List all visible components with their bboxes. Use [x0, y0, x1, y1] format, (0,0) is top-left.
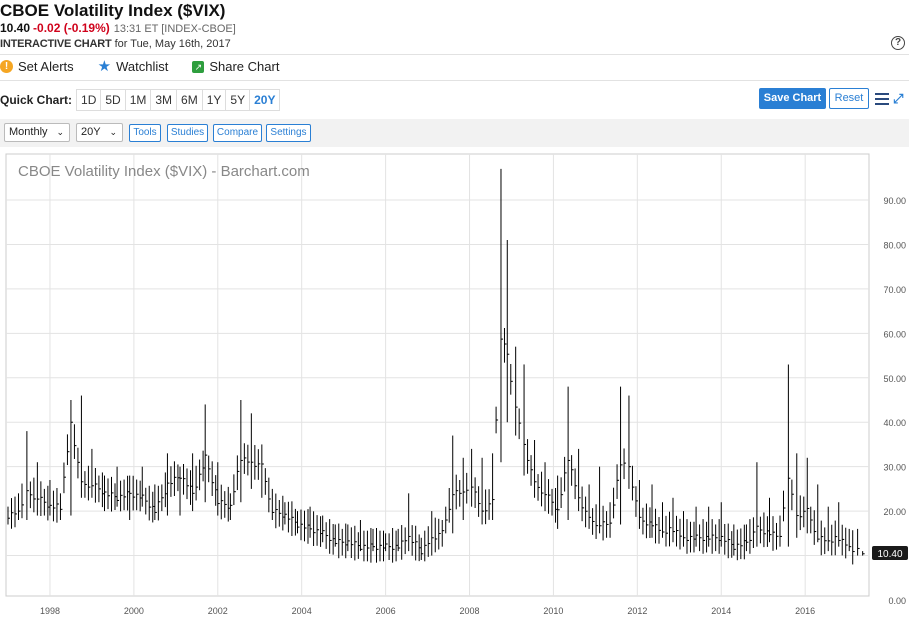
price-change: -0.02 (-0.19%) — [33, 21, 110, 35]
grid — [6, 154, 869, 596]
last-value-label: 10.40 — [877, 549, 902, 560]
y-tick-label: 70.00 — [883, 285, 906, 295]
divider — [0, 54, 909, 55]
menu-icon[interactable] — [875, 93, 889, 108]
alert-icon: ! — [0, 60, 13, 73]
timeframe-1y[interactable]: 1Y — [202, 89, 227, 111]
y-tick-label: 30.00 — [883, 463, 906, 473]
watchlist-label: Watchlist — [116, 59, 169, 74]
chart-date: for Tue, May 16th, 2017 — [114, 38, 231, 50]
y-tick-label: 40.00 — [883, 418, 906, 428]
period-select[interactable]: 20Y ⌄ — [76, 123, 123, 142]
timeframe-5d[interactable]: 5D — [101, 89, 126, 111]
x-tick-label: 2010 — [543, 606, 563, 616]
quote-line: 10.40 -0.02 (-0.19%) 13:31 ET [INDEX-CBOE] — [0, 21, 236, 35]
x-tick-label: 2014 — [711, 606, 731, 616]
plot-frame — [5, 153, 870, 597]
interactive-chart-label: INTERACTIVE CHART — [0, 38, 112, 50]
tools-button[interactable]: Tools — [129, 124, 161, 142]
timeframe-1m[interactable]: 1M — [125, 89, 152, 111]
y-tick-label: 80.00 — [883, 240, 906, 250]
timeframe-6m[interactable]: 6M — [177, 89, 203, 111]
share-chart-button[interactable]: ↗ Share Chart — [192, 59, 279, 74]
x-tick-label: 2006 — [376, 606, 396, 616]
y-tick-label: 50.00 — [883, 374, 906, 384]
set-alerts-label: Set Alerts — [18, 59, 74, 74]
star-icon: ★ — [97, 58, 112, 75]
x-tick-label: 2012 — [627, 606, 647, 616]
quick-chart-label: Quick Chart: — [0, 93, 73, 107]
set-alerts-button[interactable]: ! Set Alerts — [0, 59, 74, 74]
period-value: 20Y — [81, 126, 101, 138]
timeframe-20y[interactable]: 20Y — [250, 89, 281, 111]
watchlist-button[interactable]: ★ Watchlist — [98, 59, 169, 74]
y-tick-label: 90.00 — [883, 196, 906, 206]
x-tick-label: 2000 — [124, 606, 144, 616]
y-axis: 0.0010.0020.0030.0040.0050.0060.0070.008… — [883, 196, 906, 606]
y-tick-label: 0.00 — [888, 596, 906, 606]
chart-title: CBOE Volatility Index ($VIX) - Barchart.… — [18, 163, 310, 180]
quick-chart-bar: Quick Chart: 1D 5D 1M 3M 6M 1Y 5Y 20Y — [0, 89, 281, 111]
x-axis: 1998 2000 2002 2004 2006 2008 2010 2012 2014 2016 — [40, 606, 815, 616]
settings-button[interactable]: Settings — [266, 124, 311, 142]
action-bar: ! Set Alerts ★ Watchlist ↗ Share Chart — [0, 59, 279, 74]
vix-chart[interactable]: CBOE Volatility Index ($VIX) - Barchart.… — [0, 148, 909, 620]
timeframe-3m[interactable]: 3M — [151, 89, 178, 111]
expand-icon[interactable]: ⤢ — [893, 91, 904, 106]
share-chart-label: Share Chart — [209, 59, 280, 74]
last-price: 10.40 — [0, 21, 31, 35]
share-icon: ↗ — [192, 60, 205, 73]
x-tick-label: 2016 — [795, 606, 815, 616]
divider — [0, 80, 909, 81]
y-tick-label: 20.00 — [883, 507, 906, 517]
x-tick-label: 1998 — [40, 606, 60, 616]
chevron-down-icon: ⌄ — [109, 127, 117, 137]
interval-select[interactable]: Monthly ⌄ — [4, 123, 70, 142]
x-tick-label: 2004 — [292, 606, 312, 616]
save-chart-button[interactable]: Save Chart — [759, 88, 826, 109]
ohlc-bars — [7, 168, 865, 565]
interval-value: Monthly — [9, 126, 48, 138]
reset-button[interactable]: Reset — [829, 88, 869, 109]
chart-subtitle: INTERACTIVE CHART for Tue, May 16th, 201… — [0, 38, 231, 50]
timeframe-1d[interactable]: 1D — [76, 89, 102, 111]
x-tick-label: 2002 — [208, 606, 228, 616]
page-title: CBOE Volatility Index ($VIX) — [0, 1, 226, 20]
studies-button[interactable]: Studies — [167, 124, 208, 142]
y-tick-label: 60.00 — [883, 329, 906, 339]
chevron-down-icon: ⌄ — [56, 127, 64, 137]
compare-button[interactable]: Compare — [213, 124, 262, 142]
help-icon[interactable]: ? — [891, 36, 905, 50]
quote-meta: 13:31 ET [INDEX-CBOE] — [113, 23, 236, 35]
last-value-tag: 10.40 — [872, 546, 908, 560]
timeframe-5y[interactable]: 5Y — [226, 89, 251, 111]
x-tick-label: 2008 — [460, 606, 480, 616]
chart-toolbar: Monthly ⌄ 20Y ⌄ Tools Studies Compare Sett… — [0, 119, 909, 147]
